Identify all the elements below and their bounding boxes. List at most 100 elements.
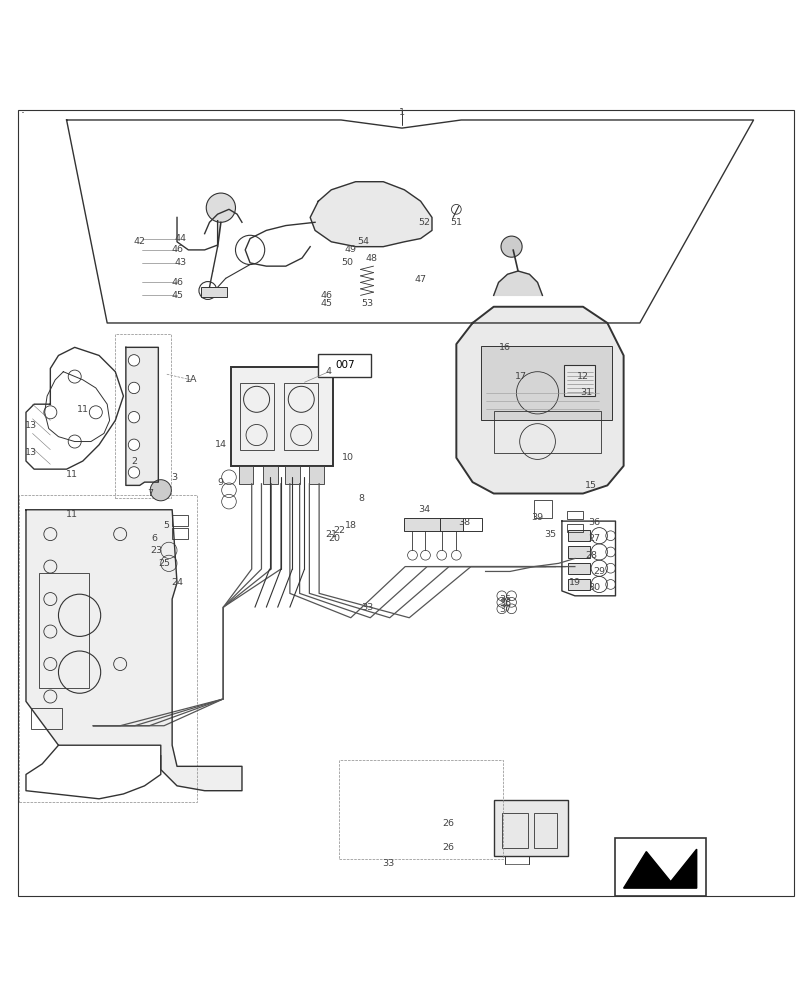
Bar	[239, 383, 273, 450]
Text: 29: 29	[593, 567, 604, 576]
Bar	[534, 500, 551, 518]
Text: 12: 12	[577, 372, 588, 381]
Circle shape	[500, 236, 521, 257]
Text: 36: 36	[588, 518, 599, 527]
Text: 46: 46	[171, 278, 182, 287]
Bar	[568, 563, 589, 574]
Bar	[31, 708, 62, 729]
Polygon shape	[623, 849, 696, 888]
Text: 51: 51	[450, 218, 461, 227]
Bar	[568, 579, 589, 590]
Text: 43: 43	[174, 258, 186, 267]
Text: 35: 35	[544, 530, 556, 539]
Text: 23: 23	[150, 546, 161, 555]
Text: 15: 15	[585, 481, 596, 490]
Bar	[493, 411, 600, 453]
Circle shape	[150, 480, 171, 501]
Text: 27: 27	[588, 534, 599, 543]
Bar	[404, 518, 462, 531]
Bar	[39, 573, 89, 688]
Polygon shape	[126, 347, 158, 485]
Polygon shape	[310, 182, 431, 247]
Bar	[201, 287, 227, 297]
Text: 26: 26	[442, 819, 453, 828]
Text: 28: 28	[585, 551, 596, 560]
Text: 9: 9	[217, 478, 224, 487]
Bar	[172, 515, 188, 526]
Text: 30: 30	[588, 583, 599, 592]
Text: 11: 11	[77, 405, 88, 414]
Circle shape	[128, 411, 139, 423]
Text: 47: 47	[414, 275, 426, 284]
Bar	[238, 466, 253, 484]
Text: 31: 31	[580, 388, 591, 397]
Text: 10: 10	[341, 453, 353, 462]
Text: ·: ·	[21, 107, 24, 120]
Text: 6: 6	[151, 534, 157, 543]
Bar	[309, 466, 324, 484]
Bar	[566, 524, 582, 532]
Text: 3: 3	[171, 473, 178, 482]
Text: 38: 38	[458, 518, 470, 527]
Text: 2: 2	[131, 457, 137, 466]
Bar	[285, 466, 299, 484]
Bar	[534, 813, 556, 848]
Text: 35: 35	[499, 595, 510, 604]
Text: 48: 48	[366, 254, 377, 263]
Circle shape	[128, 467, 139, 478]
Text: 50: 50	[341, 258, 353, 267]
Text: 17: 17	[515, 372, 526, 381]
Text: 13: 13	[25, 421, 36, 430]
Bar	[263, 466, 277, 484]
Text: 46: 46	[320, 291, 332, 300]
Text: 20: 20	[328, 534, 340, 543]
Circle shape	[206, 193, 235, 222]
Text: 25: 25	[158, 559, 169, 568]
Text: 21: 21	[325, 530, 337, 539]
Text: 33: 33	[381, 859, 394, 868]
Text: 007: 007	[334, 360, 354, 370]
Text: 11: 11	[66, 470, 77, 479]
Text: 34: 34	[418, 505, 429, 514]
Text: 45: 45	[320, 299, 332, 308]
Text: 54: 54	[358, 237, 369, 246]
Text: 36: 36	[499, 599, 510, 608]
Bar	[564, 365, 594, 396]
Bar	[568, 546, 589, 558]
Text: 7: 7	[147, 489, 153, 498]
Polygon shape	[493, 271, 542, 295]
Bar	[501, 813, 527, 848]
Bar	[284, 383, 318, 450]
Text: 4: 4	[325, 367, 332, 376]
Text: 11: 11	[66, 510, 77, 519]
Text: 16: 16	[499, 343, 510, 352]
Bar	[568, 530, 589, 541]
Text: 52: 52	[418, 218, 429, 227]
Text: 1A: 1A	[184, 375, 197, 384]
Text: 8: 8	[358, 494, 364, 503]
Circle shape	[128, 439, 139, 450]
Text: 37: 37	[499, 605, 510, 614]
Text: 24: 24	[171, 578, 182, 587]
Text: 39: 39	[531, 513, 543, 522]
Text: 1: 1	[398, 108, 405, 117]
Text: 13: 13	[25, 448, 36, 457]
Text: 53: 53	[361, 299, 372, 308]
Bar	[493, 800, 568, 856]
Bar	[480, 346, 611, 420]
Polygon shape	[456, 307, 623, 494]
Bar	[440, 518, 482, 531]
Bar	[115, 334, 170, 498]
Bar	[19, 495, 196, 802]
Text: 45: 45	[171, 291, 182, 300]
Text: 33: 33	[360, 603, 373, 612]
Circle shape	[128, 355, 139, 366]
Bar	[318, 354, 371, 377]
Text: 18: 18	[345, 521, 356, 530]
Bar	[615, 838, 706, 896]
Text: 49: 49	[345, 245, 356, 254]
Circle shape	[128, 382, 139, 394]
Text: 26: 26	[442, 843, 453, 852]
Text: 5: 5	[163, 521, 169, 530]
Text: 19: 19	[569, 578, 580, 587]
